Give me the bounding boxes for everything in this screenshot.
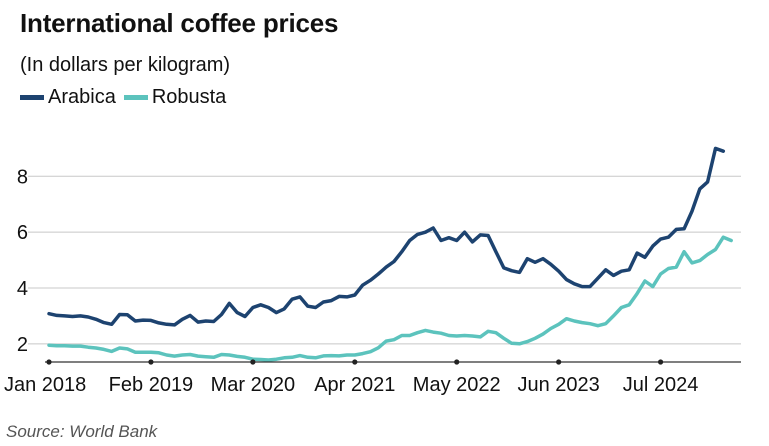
- y-tick-label-6: 6: [17, 222, 28, 244]
- x-tick-mark-4: [454, 359, 460, 365]
- legend-label-robusta: Robusta: [151, 86, 227, 108]
- source-note: Source: World Bank: [6, 422, 158, 441]
- x-tick-label-6: Jul 2024: [623, 374, 699, 396]
- legend-swatch-robusta: [123, 95, 148, 100]
- x-tick-mark-6: [657, 359, 664, 365]
- series-line-robusta: [47, 235, 733, 362]
- y-tick-label-4: 4: [17, 278, 28, 300]
- y-tick-label-2: 2: [17, 334, 28, 356]
- chart-subtitle: (In dollars per kilogram): [20, 54, 231, 76]
- x-tick-mark-5: [556, 359, 562, 365]
- y-tick-label-8: 8: [17, 166, 28, 188]
- legend-swatch-arabica: [20, 95, 44, 100]
- x-tick-mark-1: [148, 359, 154, 365]
- x-tick-label-2: Mar 2020: [211, 374, 296, 396]
- x-tick-label-1: Feb 2019: [109, 374, 194, 396]
- legend: Arabica Robusta: [20, 86, 234, 109]
- legend-item-arabica: Arabica: [20, 86, 116, 109]
- legend-label-arabica: Arabica: [48, 86, 116, 108]
- x-tick-label-5: Jun 2023: [518, 374, 600, 396]
- x-tick-label-4: May 2022: [413, 374, 501, 396]
- x-tick-mark-2: [250, 359, 256, 365]
- series-line-arabica: [47, 146, 726, 327]
- x-tick-mark-3: [352, 359, 358, 365]
- x-tick-mark-0: [46, 359, 52, 365]
- x-tick-label-3: Apr 2021: [314, 374, 395, 396]
- x-tick-label-0: Jan 2018: [4, 374, 86, 396]
- chart-title: International coffee prices: [20, 8, 339, 38]
- legend-item-robusta: Robusta: [123, 86, 227, 109]
